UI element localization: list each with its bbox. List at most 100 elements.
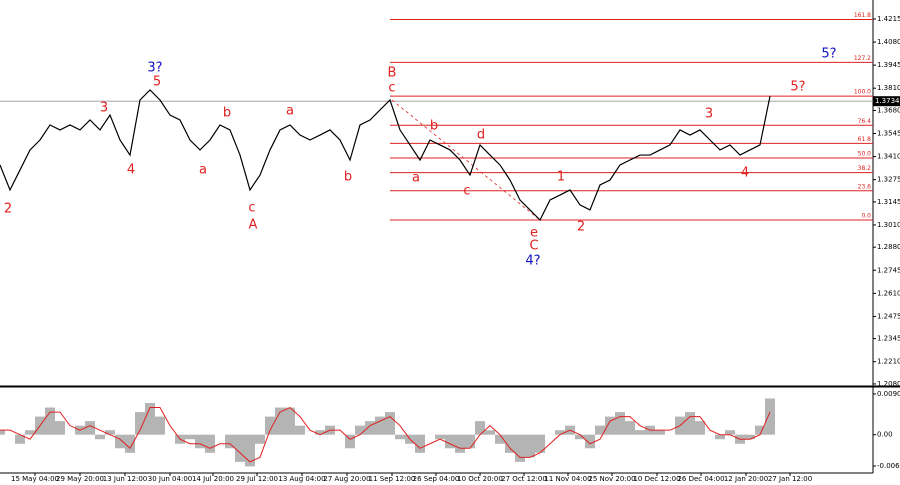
indicator-bar <box>45 407 55 435</box>
signal-line <box>0 406 771 463</box>
x-tick-label: 25 Nov 20:00 <box>588 475 635 483</box>
indicator-bar <box>0 430 5 435</box>
indicator-bar <box>445 434 455 449</box>
indicator-bar <box>625 421 635 435</box>
fib-label: 38.2 <box>858 165 872 172</box>
x-tick-label: 27 Jan 12:00 <box>768 475 812 483</box>
fib-label: 127.2 <box>854 55 871 62</box>
indicator-bar <box>725 430 735 435</box>
indicator-tick-label: 0.00901 <box>877 390 900 398</box>
indicator-bar <box>205 434 215 453</box>
indicator-bar <box>395 434 405 440</box>
indicator-bar <box>85 421 95 435</box>
wave-label: c <box>248 201 255 216</box>
indicator-bar <box>375 416 385 435</box>
indicator-bar <box>385 412 395 435</box>
indicator-bar <box>345 434 355 449</box>
wave-label: b <box>430 118 438 133</box>
fib-label: 50.0 <box>858 150 872 157</box>
indicator-bar <box>455 434 465 453</box>
wave-label: C <box>529 238 538 253</box>
indicator-bar <box>575 434 585 440</box>
indicator-bar <box>605 416 615 435</box>
indicator-bar <box>125 434 135 453</box>
indicator-bar <box>535 434 545 453</box>
indicator-bar <box>435 434 445 440</box>
wave-label: a <box>286 103 294 118</box>
wave-label: c <box>463 183 470 198</box>
indicator-bar <box>365 421 375 435</box>
indicator-tick-label: -0.00692 <box>877 462 900 470</box>
indicator-bar <box>285 407 295 435</box>
indicator-bar <box>745 434 755 440</box>
indicator-bar <box>465 434 475 449</box>
wave-label: 4 <box>127 162 135 177</box>
wave-label: 5 <box>153 75 161 90</box>
y-tick-label: 1.2880 <box>877 243 900 251</box>
wave-label: A <box>249 217 258 232</box>
indicator-bar <box>495 434 505 444</box>
x-tick-label: 10 Oct 20:00 <box>457 475 503 483</box>
wave-label: 3 <box>100 101 108 116</box>
indicator-bar <box>585 434 595 449</box>
y-tick-label: 1.3680 <box>877 106 900 114</box>
price-label: 1.3734 <box>875 97 900 105</box>
indicator-bar <box>275 407 285 435</box>
indicator-bar <box>15 434 25 444</box>
price-line-series <box>0 89 771 222</box>
indicator-bar <box>155 416 165 435</box>
indicator-bar <box>255 434 265 444</box>
x-tick-label: 15 May 04:00 <box>11 475 59 483</box>
indicator-bar <box>105 430 115 435</box>
fib-label: 100.0 <box>854 89 871 96</box>
x-tick-label: 11 Sep 12:00 <box>369 475 416 483</box>
y-tick-label: 1.3810 <box>877 84 900 92</box>
y-tick-label: 1.2745 <box>877 266 900 274</box>
indicator-bar <box>475 421 485 435</box>
indicator-bar <box>185 434 195 440</box>
indicator-bar <box>615 412 625 435</box>
wave-label: e <box>530 226 538 241</box>
x-tick-label: 30 Jun 04:00 <box>148 475 192 483</box>
y-tick-label: 1.2210 <box>877 358 900 366</box>
wave-label: 4 <box>741 165 749 180</box>
indicator-bar <box>295 425 305 435</box>
indicator-tick-label: 0.00 <box>877 431 893 439</box>
indicator-bar <box>235 434 245 462</box>
fib-label: 61.8 <box>858 136 872 143</box>
y-tick-label: 1.3545 <box>877 130 900 138</box>
indicator-bar <box>415 434 425 453</box>
y-tick-label: 1.3410 <box>877 153 900 161</box>
wave-label: 4? <box>525 254 540 269</box>
indicator-bar <box>145 403 155 435</box>
price-box <box>873 96 900 107</box>
indicator-bar <box>555 430 565 435</box>
indicator-bar <box>355 425 365 435</box>
wave-label: b <box>344 169 352 184</box>
fib-label: 76.4 <box>858 118 872 125</box>
x-tick-label: 29 Jul 12:00 <box>236 475 278 483</box>
wave-label: 1 <box>557 169 565 184</box>
indicator-bar <box>655 430 665 435</box>
trend-line <box>391 99 541 221</box>
y-tick-label: 1.4215 <box>877 15 900 23</box>
wave-label: 2 <box>4 202 12 217</box>
wave-label: B <box>388 65 397 80</box>
wave-label: b <box>223 105 231 120</box>
wave-label: 3? <box>147 61 162 76</box>
x-tick-label: 13 Jun 12:00 <box>103 475 147 483</box>
wave-label: a <box>199 162 207 177</box>
indicator-bar <box>55 421 65 435</box>
x-tick-label: 27 Oct 12:00 <box>501 475 547 483</box>
x-tick-label: 26 Dec 04:00 <box>677 475 724 483</box>
indicator-bar <box>115 434 125 449</box>
indicator-bar <box>635 430 645 435</box>
indicator-bar <box>515 434 525 462</box>
fib-label: 161.8 <box>854 12 871 19</box>
indicator-bar <box>265 416 275 435</box>
x-tick-label: 10 Dec 12:00 <box>633 475 680 483</box>
wave-label: 5? <box>821 47 836 62</box>
y-tick-label: 1.3275 <box>877 176 900 184</box>
y-tick-label: 1.2610 <box>877 289 900 297</box>
